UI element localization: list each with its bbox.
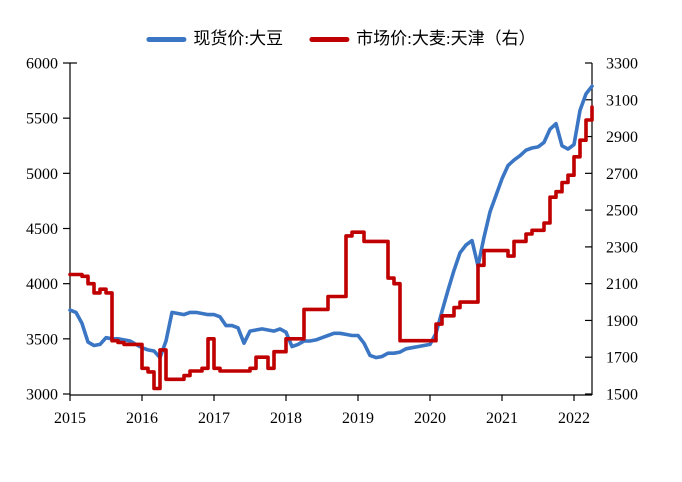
x-axis-tick-label: 2022: [558, 410, 590, 427]
left-axis-tick-label: 3000: [26, 387, 58, 404]
left-axis-tick-label: 4500: [26, 221, 58, 238]
x-axis-tick-label: 2016: [126, 410, 158, 427]
legend-item-barley: 市场价:大麦:天津（右）: [309, 29, 536, 49]
x-axis-tick-label: 2017: [198, 410, 230, 427]
right-axis-tick-label: 2300: [606, 239, 638, 256]
legend-label-barley: 市场价:大麦:天津（右）: [356, 29, 536, 48]
left-axis-tick-label: 6000: [26, 56, 58, 73]
x-axis-tick-label: 2021: [486, 410, 518, 427]
left-axis-tick-label: 4000: [26, 276, 58, 293]
left-axis-tick-label: 5500: [26, 111, 58, 128]
right-axis-tick-label: 2900: [606, 129, 638, 146]
right-axis-tick-label: 2500: [606, 203, 638, 220]
right-axis-tick-label: 2100: [606, 276, 638, 293]
right-axis-tick-label: 2700: [606, 166, 638, 183]
series-line-soybean-spot: [68, 84, 594, 360]
right-axis-tick-label: 3300: [606, 56, 638, 73]
legend-label-soybean: 现货价:大豆: [193, 29, 284, 48]
right-axis-tick-label: 3100: [606, 92, 638, 109]
left-axis-tick-label: 5000: [26, 166, 58, 183]
chart-legend: 现货价:大豆 市场价:大麦:天津（右）: [146, 29, 536, 49]
x-axis-tick-label: 2015: [54, 410, 86, 427]
right-axis-tick-label: 1700: [606, 350, 638, 367]
x-axis-tick-label: 2018: [270, 410, 302, 427]
right-axis-tick-label: 1900: [606, 313, 638, 330]
right-axis-tick-label: 1500: [606, 387, 638, 404]
left-axis-tick-label: 3500: [26, 331, 58, 348]
soybean-line-swatch: [146, 36, 187, 42]
x-axis-tick-label: 2020: [414, 410, 446, 427]
barley-line-swatch: [309, 36, 350, 42]
legend-item-soybean: 现货价:大豆: [146, 29, 283, 49]
x-axis-tick-label: 2019: [342, 410, 374, 427]
series-line-barley-tianjin: [68, 105, 594, 391]
